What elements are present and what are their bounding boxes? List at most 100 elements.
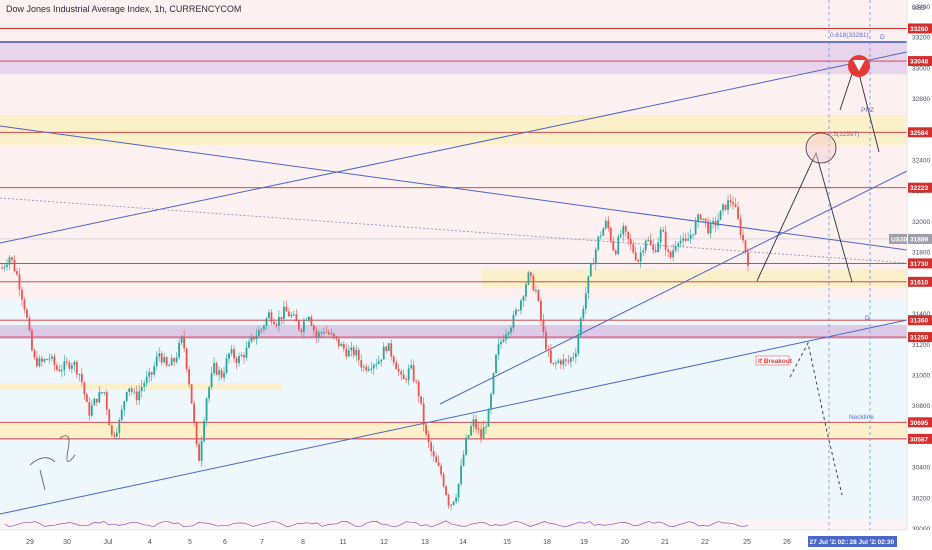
candle-body — [380, 359, 383, 362]
candle-body — [632, 244, 635, 253]
candle-body — [559, 360, 562, 365]
candle-body — [637, 260, 640, 262]
candle-body — [215, 363, 218, 375]
candle-body — [442, 474, 445, 487]
candle-body — [48, 358, 51, 360]
cursor-badge — [808, 536, 837, 547]
candle-body — [43, 359, 46, 362]
level-lines — [0, 28, 907, 440]
candle-body — [240, 355, 243, 357]
candle-body — [175, 357, 178, 362]
candle-body — [21, 289, 23, 300]
candle-body — [624, 226, 627, 232]
candle-body — [327, 332, 330, 335]
candle-body — [517, 309, 520, 311]
candle-body — [33, 350, 36, 358]
candle-body — [38, 358, 41, 367]
candle-body — [50, 356, 53, 359]
level-badge — [908, 332, 932, 343]
candle-body — [205, 398, 208, 422]
candle-body — [36, 357, 38, 367]
candle-body — [342, 343, 345, 349]
candle-body — [355, 349, 358, 356]
candle-body — [80, 374, 83, 383]
candle-body — [310, 316, 313, 326]
candle-body — [540, 300, 542, 320]
level-badge — [908, 258, 932, 269]
candle-body — [113, 434, 116, 437]
time-label: 7 — [260, 539, 264, 546]
candle-body — [123, 401, 126, 410]
candle-body — [302, 320, 305, 332]
candle-body — [707, 221, 709, 234]
candle-body — [293, 314, 295, 316]
candle-body — [515, 309, 517, 315]
target-circle — [805, 132, 837, 164]
candle-body — [307, 316, 310, 320]
candle-body — [475, 419, 477, 429]
candle-body — [105, 392, 108, 410]
price-tick-label: 30000 — [912, 526, 930, 533]
candle-body — [235, 358, 238, 364]
signature-mark — [29, 435, 76, 491]
candle-body — [248, 341, 250, 348]
candle-body — [278, 317, 280, 326]
candle-body — [220, 370, 223, 378]
candle-body — [317, 332, 320, 338]
candle-body — [542, 319, 545, 332]
candle-body — [78, 374, 81, 376]
candle-body — [200, 440, 203, 461]
zone-yellow-left — [0, 383, 282, 390]
candle-body — [604, 220, 607, 229]
candle-body — [549, 350, 552, 363]
candle-body — [622, 226, 625, 235]
projection-path-1 — [756, 151, 853, 283]
candle-body — [18, 274, 21, 290]
candle-body — [193, 403, 196, 423]
candle-body — [148, 372, 151, 377]
candle-body — [487, 409, 490, 427]
candle-body — [437, 462, 440, 467]
candle-body — [65, 361, 68, 363]
level-badge-value: 33048 — [910, 59, 928, 66]
time-axis — [0, 530, 932, 550]
candle-body — [290, 314, 293, 317]
candle-body — [677, 243, 680, 247]
candle-body — [280, 317, 283, 320]
cursor-badge — [836, 536, 851, 547]
time-label: 20 — [621, 539, 629, 546]
neckline-label: Neckline — [849, 414, 874, 421]
candle-body — [213, 363, 215, 374]
candle-body — [8, 257, 11, 265]
candle-body — [407, 368, 410, 380]
candle-body — [747, 252, 749, 266]
candle-body — [722, 204, 724, 211]
cursor-badge-label: 27 Jul '22 — [810, 539, 839, 546]
candle-body — [584, 293, 587, 309]
cursor-badge — [848, 536, 877, 547]
candle-body — [462, 454, 465, 466]
candle-body — [395, 362, 398, 370]
candle-body — [597, 236, 600, 250]
candle-body — [118, 419, 121, 433]
candle-body — [684, 238, 687, 241]
candle-body — [88, 402, 91, 416]
time-label: 26 — [783, 539, 791, 546]
candle-body — [682, 238, 685, 241]
candle-body — [662, 229, 665, 232]
candle-body — [360, 360, 363, 368]
candle-body — [345, 348, 348, 357]
candle-body — [495, 354, 497, 373]
level-badge-value: 31730 — [910, 261, 928, 268]
candle-body — [170, 358, 173, 366]
candle-body — [577, 335, 580, 354]
candle-body — [609, 227, 612, 241]
candle-body — [188, 369, 191, 385]
time-label: 11 — [339, 539, 346, 546]
candle-body — [198, 444, 201, 461]
candle-body — [288, 311, 290, 317]
candle-body — [457, 483, 460, 498]
candle-body — [535, 290, 537, 292]
